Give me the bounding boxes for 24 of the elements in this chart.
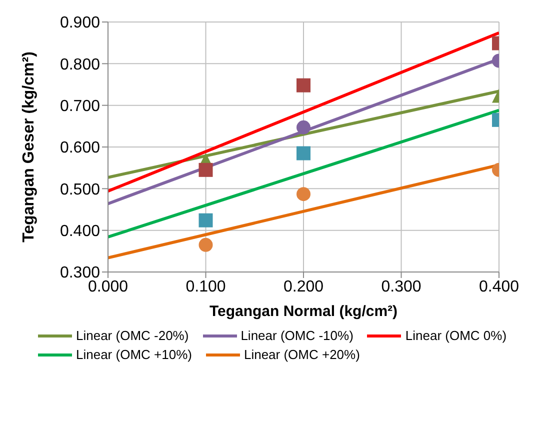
- y-axis-title: Tegangan Geser (kg/cm²): [20, 52, 38, 242]
- x-axis-title: Tegangan Normal (kg/cm²): [209, 303, 398, 320]
- y-tick-label: 0.900: [60, 14, 100, 32]
- legend-label: Linear (OMC +10%): [76, 347, 192, 362]
- x-tick-label: 0.100: [186, 278, 226, 296]
- legend-label: Linear (OMC +20%): [244, 347, 360, 362]
- legend-label: Linear (OMC -20%): [76, 328, 189, 343]
- legend-label: Linear (OMC -10%): [240, 328, 354, 343]
- point: [296, 146, 310, 160]
- legend-label: Linear (OMC 0%): [405, 328, 507, 343]
- point: [198, 213, 213, 228]
- x-tick-label: 0.200: [283, 278, 324, 296]
- y-tick-label: 0.700: [60, 98, 100, 116]
- x-tick-label: 0.400: [478, 278, 520, 296]
- point: [296, 187, 310, 202]
- point: [198, 162, 213, 177]
- point: [198, 238, 213, 252]
- x-tick-label: 0.300: [381, 278, 422, 296]
- y-tick-label: 0.600: [60, 140, 100, 157]
- y-tick-label: 0.800: [60, 56, 100, 74]
- y-tick-label: 0.400: [60, 223, 100, 240]
- point: [296, 78, 310, 92]
- y-tick-label: 0.500: [60, 181, 100, 198]
- x-tick-label: 0.000: [88, 278, 128, 296]
